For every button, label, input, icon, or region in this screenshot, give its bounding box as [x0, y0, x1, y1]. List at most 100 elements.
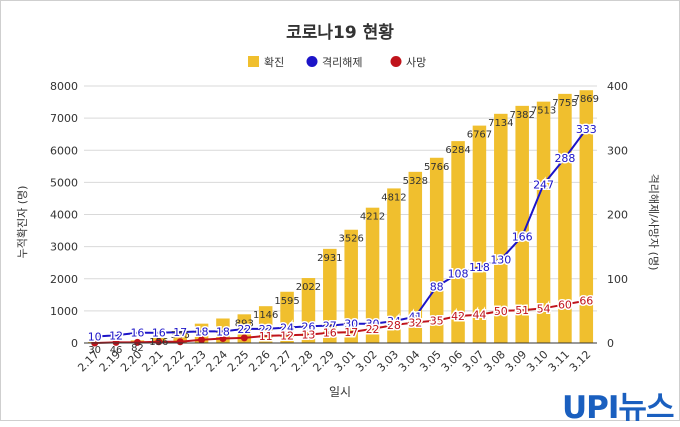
bar-label: 7869 — [574, 94, 599, 105]
death-label: 22 — [366, 323, 380, 336]
bar-confirmed — [472, 125, 487, 343]
bar-label: 893 — [235, 318, 254, 329]
released-label: 247 — [533, 178, 554, 191]
released-label: 30 — [366, 318, 380, 331]
bar-label: 4812 — [381, 192, 406, 203]
released-label: 166 — [512, 230, 533, 243]
bar-label: 4212 — [360, 212, 385, 223]
bar-confirmed — [536, 101, 551, 344]
death-label: 60 — [558, 298, 572, 311]
bar-label: 7134 — [488, 118, 513, 129]
released-label: 24 — [280, 322, 294, 335]
death-point — [219, 335, 227, 343]
legend: 확진 격리해제 사망 — [248, 55, 426, 69]
released-label: 30 — [344, 318, 358, 331]
bar-label: 6284 — [445, 145, 470, 156]
bar-label: 156 — [149, 337, 168, 348]
y-tick-right: 300 — [607, 144, 628, 157]
legend-swatch-confirmed — [248, 56, 259, 67]
bar-confirmed — [344, 229, 358, 343]
legend-swatch-deaths — [390, 56, 402, 67]
bar-label: 2022 — [296, 282, 321, 293]
death-point — [240, 334, 248, 342]
y-tick-right: 0 — [607, 337, 614, 350]
y-tick-left: 6000 — [50, 144, 78, 157]
bar-confirmed — [579, 90, 594, 343]
line-released — [94, 128, 588, 338]
bar-label: 2931 — [317, 253, 342, 264]
released-label: 26 — [301, 320, 315, 333]
bar-label: 1146 — [253, 310, 278, 321]
bar-label: 30 — [88, 345, 101, 356]
death-label: 42 — [451, 310, 465, 323]
released-label: 88 — [430, 280, 444, 293]
data-labels: 30 46 821563468931146159520222931352642124… — [86, 94, 599, 356]
death-label: 54 — [537, 302, 551, 315]
bar-confirmed — [323, 248, 337, 343]
bar-label: 3526 — [338, 234, 363, 245]
released-label: 22 — [259, 323, 273, 336]
bar-confirmed — [408, 171, 423, 343]
death-label: 16 — [323, 327, 337, 340]
y-tick-left: 3000 — [50, 241, 78, 254]
bar-label: 7382 — [509, 110, 534, 121]
death-point — [198, 336, 206, 344]
line-series — [91, 128, 588, 347]
bar-confirmed — [365, 207, 380, 343]
bar-confirmed — [515, 105, 529, 344]
chart-title: 코로나19 현황 — [286, 23, 394, 43]
death-label: 44 — [472, 309, 486, 322]
bar-label: 7513 — [531, 106, 556, 117]
bar-confirmed — [173, 331, 187, 343]
death-label: 66 — [579, 295, 593, 308]
death-label: 50 — [494, 305, 508, 318]
bar-label: 1595 — [274, 296, 299, 307]
y-tick-right: 100 — [607, 273, 628, 286]
bar-label: 346 — [171, 330, 190, 341]
bar-label: 82 — [131, 343, 144, 354]
released-label: 27 — [323, 320, 337, 333]
death-label: 13 — [301, 329, 315, 342]
legend-swatch-released — [306, 56, 318, 67]
death-label: 32 — [408, 316, 422, 329]
released-label: 18 — [195, 325, 209, 338]
bar-label: 5328 — [403, 176, 428, 187]
y-tick-right: 200 — [607, 209, 628, 222]
bar-confirmed — [429, 157, 444, 343]
bar-label: 7755 — [552, 98, 577, 109]
bar-confirmed — [194, 323, 209, 343]
released-label: 118 — [469, 261, 490, 274]
y-tick-left: 2000 — [50, 273, 78, 286]
death-label: 17 — [344, 326, 358, 339]
released-label: 22 — [237, 323, 251, 336]
released-label: 288 — [554, 152, 575, 165]
released-label: 17 — [173, 326, 187, 339]
bar-confirmed — [558, 93, 572, 343]
bar-confirmed — [280, 291, 294, 343]
y-axis-label-left: 누적확진자 (명) — [16, 186, 29, 259]
bar-label: 6767 — [467, 130, 492, 141]
bar-label: 5766 — [424, 162, 449, 173]
y-tick-left: 5000 — [50, 176, 78, 189]
y-tick-left: 7000 — [50, 112, 78, 125]
bar-confirmed — [451, 141, 465, 343]
released-label: 108 — [448, 268, 469, 281]
released-label: 10 — [88, 331, 102, 344]
death-label: 11 — [259, 330, 273, 343]
legend-label: 확진 — [264, 56, 284, 69]
upi-news-logo: UPI뉴스 — [562, 390, 674, 426]
released-label: 12 — [109, 329, 123, 342]
bar-confirmed — [494, 113, 508, 343]
y-axis-label-right: 격리해제/사망자 (명) — [647, 174, 661, 271]
death-point — [112, 338, 120, 346]
released-label: 16 — [152, 327, 166, 340]
bar-confirmed — [387, 188, 401, 343]
y-tick-left: 4000 — [50, 209, 78, 222]
death-label: 28 — [387, 319, 401, 332]
death-label: 51 — [515, 304, 529, 317]
bar-label: 46 — [110, 345, 123, 356]
released-label: 18 — [216, 325, 230, 338]
legend-label: 격리해제 — [322, 55, 362, 69]
legend-label: 사망 — [406, 56, 426, 69]
